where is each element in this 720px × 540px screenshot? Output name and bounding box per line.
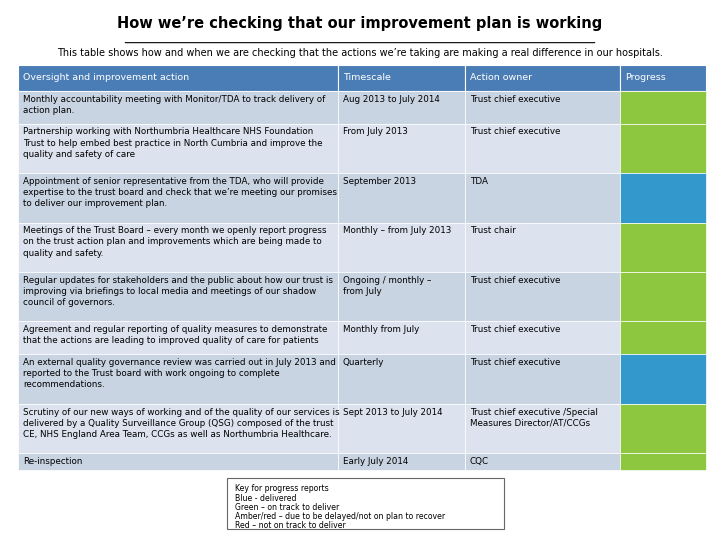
Text: Blue - delivered: Blue - delivered [235, 494, 297, 503]
Bar [620, 272, 706, 321]
Text: An external quality governance review was carried out in July 2013 and
reported : An external quality governance review wa… [23, 358, 336, 389]
Bar [620, 65, 706, 91]
Text: Monthly – from July 2013: Monthly – from July 2013 [343, 226, 451, 235]
Bar [18, 321, 338, 354]
Text: September 2013: September 2013 [343, 177, 416, 186]
Bar [338, 354, 465, 404]
Bar [338, 404, 465, 453]
Text: Ongoing / monthly –
from July: Ongoing / monthly – from July [343, 276, 431, 296]
Bar [18, 91, 338, 124]
Text: From July 2013: From July 2013 [343, 127, 408, 137]
Text: Trust chief executive: Trust chief executive [470, 276, 560, 285]
Bar [620, 222, 706, 272]
Bar [18, 272, 338, 321]
Bar [465, 404, 620, 453]
Bar [338, 91, 465, 124]
Bar [18, 222, 338, 272]
Bar [465, 272, 620, 321]
Bar [465, 91, 620, 124]
Bar [338, 453, 465, 470]
Text: How we’re checking that our improvement plan is working: How we’re checking that our improvement … [117, 16, 603, 31]
Text: Aug 2013 to July 2014: Aug 2013 to July 2014 [343, 94, 440, 104]
Bar [620, 453, 706, 470]
Text: Sept 2013 to July 2014: Sept 2013 to July 2014 [343, 408, 442, 417]
Bar [465, 354, 620, 404]
Bar [465, 65, 620, 91]
Bar [620, 321, 706, 354]
Text: Regular updates for stakeholders and the public about how our trust is
improving: Regular updates for stakeholders and the… [23, 276, 333, 307]
Bar [18, 354, 338, 404]
Bar [18, 453, 338, 470]
Bar [227, 478, 504, 529]
Bar [18, 173, 338, 222]
Text: Partnership working with Northumbria Healthcare NHS Foundation
Trust to help emb: Partnership working with Northumbria Hea… [23, 127, 323, 159]
Text: Progress: Progress [625, 73, 665, 82]
Bar [465, 124, 620, 173]
Bar [620, 173, 706, 222]
Text: Scrutiny of our new ways of working and of the quality of our services is
delive: Scrutiny of our new ways of working and … [23, 408, 340, 439]
Bar [465, 173, 620, 222]
Bar [620, 404, 706, 453]
Text: Quarterly: Quarterly [343, 358, 384, 367]
Bar [338, 321, 465, 354]
Text: Green – on track to deliver: Green – on track to deliver [235, 503, 340, 512]
Text: Agreement and regular reporting of quality measures to demonstrate
that the acti: Agreement and regular reporting of quali… [23, 325, 328, 346]
Text: Trust chair: Trust chair [470, 226, 516, 235]
Text: Trust chief executive /Special
Measures Director/AT/CCGs: Trust chief executive /Special Measures … [470, 408, 598, 428]
Bar [338, 272, 465, 321]
Bar [338, 65, 465, 91]
Text: Monthly accountability meeting with Monitor/TDA to track delivery of
action plan: Monthly accountability meeting with Moni… [23, 94, 325, 114]
Text: TDA: TDA [470, 177, 488, 186]
Bar [338, 124, 465, 173]
Text: Trust chief executive: Trust chief executive [470, 94, 560, 104]
Text: Timescale: Timescale [343, 73, 391, 82]
Text: Appointment of senior representative from the TDA, who will provide
expertise to: Appointment of senior representative fro… [23, 177, 337, 208]
Text: Red – not on track to deliver: Red – not on track to deliver [235, 521, 346, 530]
Text: Key for progress reports: Key for progress reports [235, 484, 329, 494]
Bar [18, 404, 338, 453]
Bar [338, 173, 465, 222]
Bar [465, 222, 620, 272]
Text: CQC: CQC [470, 457, 489, 466]
Bar [18, 124, 338, 173]
Text: Action owner: Action owner [470, 73, 532, 82]
Text: Trust chief executive: Trust chief executive [470, 358, 560, 367]
Bar [620, 91, 706, 124]
Bar [465, 453, 620, 470]
Bar [620, 124, 706, 173]
Text: Early July 2014: Early July 2014 [343, 457, 408, 466]
Text: This table shows how and when we are checking that the actions we’re taking are : This table shows how and when we are che… [57, 48, 663, 58]
Bar [338, 222, 465, 272]
Bar [18, 65, 338, 91]
Bar [465, 321, 620, 354]
Bar [620, 354, 706, 404]
Text: Re-inspection: Re-inspection [23, 457, 82, 466]
Text: Monthly from July: Monthly from July [343, 325, 419, 334]
Text: Amber/red – due to be delayed/not on plan to recover: Amber/red – due to be delayed/not on pla… [235, 512, 446, 521]
Text: Oversight and improvement action: Oversight and improvement action [23, 73, 189, 82]
Text: Trust chief executive: Trust chief executive [470, 127, 560, 137]
Text: Trust chief executive: Trust chief executive [470, 325, 560, 334]
Text: Meetings of the Trust Board – every month we openly report progress
on the trust: Meetings of the Trust Board – every mont… [23, 226, 327, 258]
